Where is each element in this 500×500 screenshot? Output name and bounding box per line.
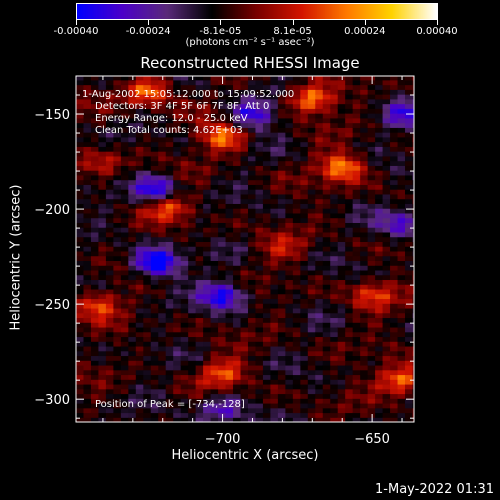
x-tick-label: −650: [354, 432, 390, 447]
colorbar-tick: [220, 20, 222, 25]
annotation-time-range: 1-Aug-2002 15:05:12.000 to 15:09:52.000: [82, 89, 294, 100]
chart-title: Reconstructed RHESSI Image: [140, 54, 360, 72]
y-axis-label: Heliocentric Y (arcsec): [8, 184, 24, 331]
x-tick-label: −700: [205, 432, 241, 447]
colorbar-tick-label: -0.00040: [53, 26, 99, 37]
heatmap-image: [76, 76, 414, 422]
colorbar-tick-label: -0.00024: [125, 26, 171, 37]
colorbar-tick-label: -8.1e-05: [199, 26, 242, 37]
colorbar-tick-label: 0.00024: [344, 26, 386, 37]
annotation-clean-counts: Clean Total counts: 4.62E+03: [95, 125, 243, 136]
annotation-energy-range: Energy Range: 12.0 - 25.0 keV: [95, 113, 248, 124]
annotation-peak-position: Position of Peak = [-734,-128]: [95, 399, 245, 410]
axes: −700−650−600−150−200−250−300: [34, 76, 414, 447]
y-tick-label: −200: [34, 203, 70, 218]
colorbar-tick-label: 0.00040: [416, 26, 458, 37]
footer-timestamp: 1-May-2022 01:31: [375, 482, 494, 497]
y-tick-label: −300: [34, 393, 70, 408]
colorbar: [76, 3, 438, 20]
colorbar-tick: [76, 20, 77, 25]
x-axis-label: Heliocentric X (arcsec): [171, 448, 319, 463]
y-tick-label: −250: [34, 298, 70, 313]
colorbar-tick: [437, 20, 438, 25]
annotation-detectors: Detectors: 3F 4F 5F 6F 7F 8F, Att 0: [95, 101, 269, 112]
plot-frame: [75, 75, 415, 423]
colorbar-tick: [292, 20, 294, 25]
y-tick-label: −150: [34, 108, 70, 123]
colorbar-unit-label: (photons cm⁻² s⁻¹ asec⁻²): [185, 37, 315, 48]
colorbar-tick: [148, 20, 150, 25]
colorbar-tick: [364, 20, 366, 25]
colorbar-tick-label: 8.1e-05: [273, 26, 312, 37]
